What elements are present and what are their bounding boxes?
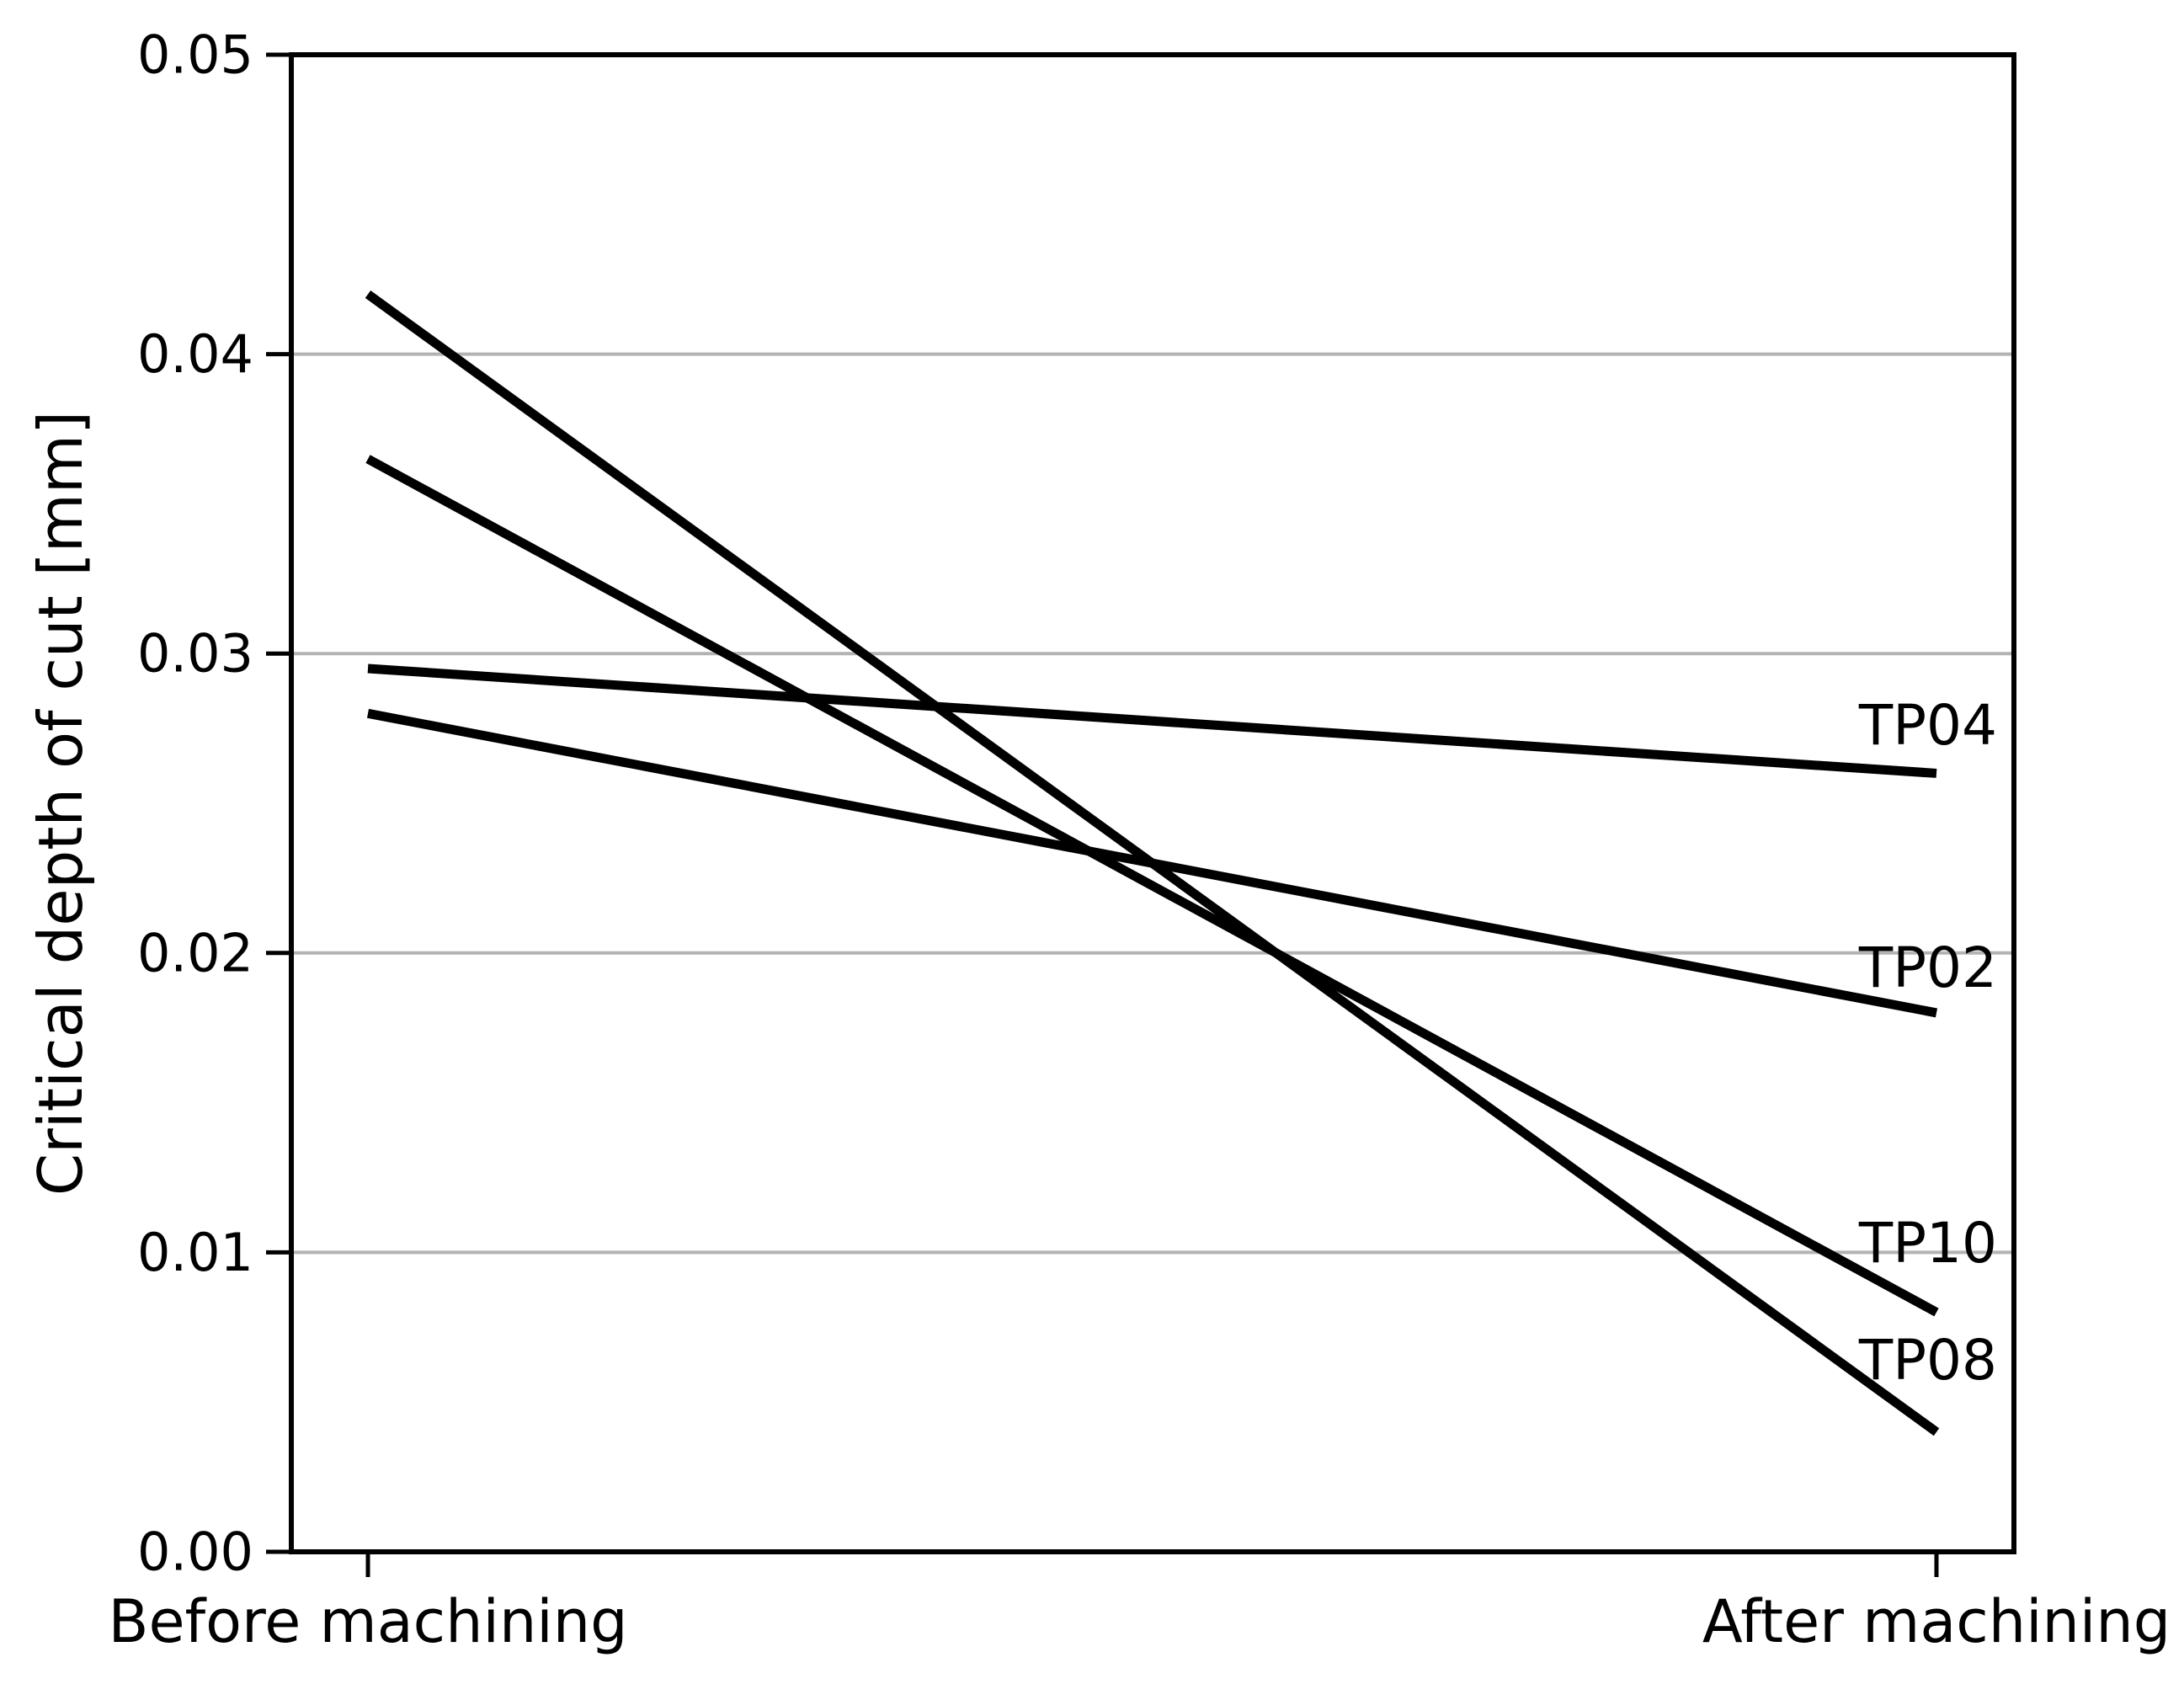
series-label-TP10: TP10 bbox=[1858, 1211, 1997, 1276]
gridlines bbox=[291, 352, 2014, 1255]
y-axis-label: Critical depth of cut [mm] bbox=[25, 411, 96, 1196]
axes-spines bbox=[289, 52, 2016, 1554]
y-tick-label-0.04: 0.04 bbox=[137, 323, 253, 385]
series-line-TP10 bbox=[365, 455, 1939, 1317]
y-tick-label-0.01: 0.01 bbox=[137, 1222, 253, 1283]
series-label-TP04: TP04 bbox=[1858, 693, 1997, 758]
x-tick-label-1: After machining bbox=[1702, 1587, 2171, 1656]
series-lines bbox=[365, 290, 1940, 1436]
y-axis: 0.00 0.01 0.02 0.03 0.04 0.05 bbox=[137, 24, 291, 1583]
y-tick-label-0.03: 0.03 bbox=[137, 623, 253, 685]
x-tick-label-0: Before machining bbox=[108, 1587, 627, 1656]
x-axis: Before machining After machining bbox=[108, 1552, 2171, 1656]
series-label-TP02: TP02 bbox=[1858, 935, 1997, 1000]
series-labels: TP04 TP02 TP10 TP08 bbox=[1858, 693, 1997, 1393]
series-line-TP08 bbox=[365, 290, 1940, 1436]
series-line-TP04 bbox=[367, 663, 1937, 778]
y-tick-label-0.02: 0.02 bbox=[137, 922, 253, 983]
y-tick-label-0.00: 0.00 bbox=[137, 1521, 253, 1583]
series-label-TP08: TP08 bbox=[1858, 1328, 1997, 1393]
y-tick-label-0.05: 0.05 bbox=[137, 24, 253, 86]
